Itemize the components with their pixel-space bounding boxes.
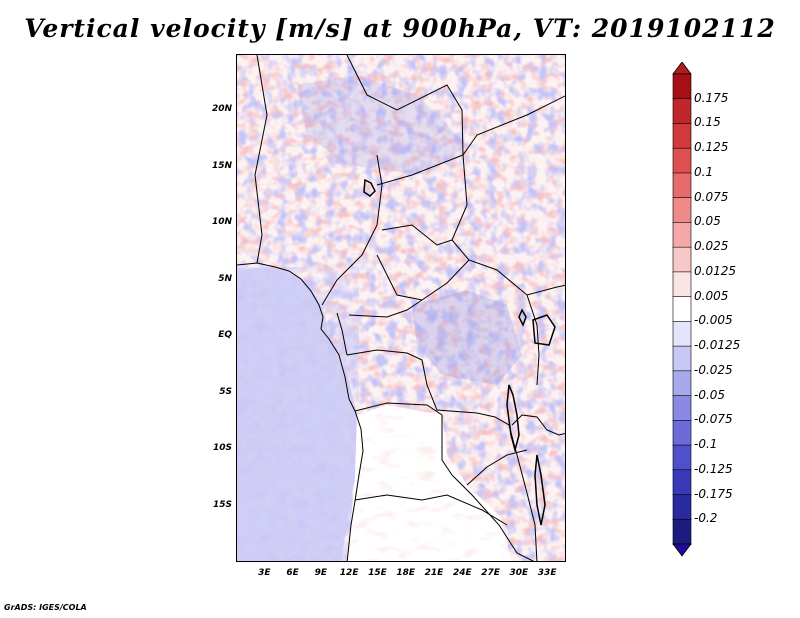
lat-tick-label: 15S xyxy=(212,499,232,510)
colorbar-tick-label: -0.125 xyxy=(694,461,733,476)
colorbar-segment xyxy=(672,222,692,248)
colorbar-segment xyxy=(672,147,692,174)
grads-credit: GrADS: IGES/COLA xyxy=(4,603,87,612)
colorbar-tick-label: -0.075 xyxy=(694,412,733,427)
colorbar-segment xyxy=(672,469,692,496)
colorbar-tick-label: -0.175 xyxy=(694,486,733,501)
colorbar-segment xyxy=(672,370,692,397)
atlantic-ocean-texture xyxy=(237,267,359,561)
colorbar-segment xyxy=(672,197,692,224)
lake-outlines xyxy=(363,178,556,526)
southern-africa-texture xyxy=(347,405,512,561)
lon-tick-label: 12E xyxy=(339,568,359,578)
colorbar-segment xyxy=(672,518,692,545)
colorbar-segment xyxy=(672,321,692,347)
colorbar-segment xyxy=(672,444,692,471)
vertical-velocity-field xyxy=(237,55,565,561)
lake-victoria xyxy=(532,314,556,346)
colorbar-segment xyxy=(672,395,692,422)
colorbar-segment xyxy=(672,271,692,298)
lat-tick-label: 15N xyxy=(211,160,232,171)
colorbar-segment xyxy=(672,73,692,100)
lon-tick-label: 24E xyxy=(452,568,472,578)
lon-tick-label: 9E xyxy=(314,568,328,578)
lake-chad xyxy=(363,178,376,197)
colorbar-segment xyxy=(672,420,692,446)
colorbar-tick-label: 0.175 xyxy=(694,90,729,105)
lat-tick-label: 5S xyxy=(219,386,232,397)
lon-tick-label: 3E xyxy=(258,568,271,578)
colorbar-segment xyxy=(672,98,692,125)
colorbar-tick-label: -0.025 xyxy=(694,362,733,377)
chart-title: Vertical velocity [m/s] at 900hPa, VT: 2… xyxy=(24,14,776,43)
lon-tick-label: 27E xyxy=(481,568,500,578)
colorbar-segment xyxy=(672,123,692,150)
colorbar-segment xyxy=(672,345,692,372)
colorbar-tick-label: -0.0125 xyxy=(694,338,741,353)
colorbar-tick-label: -0.05 xyxy=(694,387,726,402)
colorbar-segment xyxy=(672,494,692,521)
colorbar-tick-label: 0.125 xyxy=(694,140,729,155)
lon-tick-label: 21E xyxy=(424,568,444,578)
colorbar-top-arrow xyxy=(672,62,692,75)
colorbar-tick-label: -0.005 xyxy=(694,313,733,328)
coastlines-and-borders xyxy=(237,55,565,561)
lon-tick-label: 6E xyxy=(286,568,299,578)
lat-tick-label: 5N xyxy=(218,273,232,284)
colorbar-tick-label: 0.0125 xyxy=(694,263,736,278)
colorbar-tick-label: -0.2 xyxy=(694,511,718,526)
lat-tick-label: 10N xyxy=(211,217,232,228)
colorbar xyxy=(672,62,692,557)
colorbar-tick-label: 0.005 xyxy=(694,288,729,303)
lon-tick-label: 30E xyxy=(509,568,529,578)
map-panel[interactable] xyxy=(236,54,566,562)
colorbar-tick-label: 0.15 xyxy=(694,115,721,130)
colorbar-tick-label: 0.075 xyxy=(694,189,729,204)
lon-tick-label: 33E xyxy=(537,568,557,578)
lat-tick-label: EQ xyxy=(218,330,232,341)
colorbar-segment xyxy=(672,246,692,273)
colorbar-tick-label: -0.1 xyxy=(694,437,718,452)
lake-albert xyxy=(518,308,527,327)
colorbar-bottom-arrow xyxy=(672,543,692,557)
lon-tick-label: 18E xyxy=(396,568,416,578)
lake-malawi xyxy=(534,454,546,526)
lat-tick-label: 20N xyxy=(211,104,232,115)
lake-tanganyika xyxy=(506,384,520,453)
colorbar-tick-label: 0.1 xyxy=(694,164,714,179)
colorbar-tick-label: 0.05 xyxy=(694,214,721,229)
colorbar-segment xyxy=(672,172,692,199)
lat-tick-label: 10S xyxy=(212,443,232,454)
congo-basin-descent xyxy=(412,290,522,385)
lon-tick-label: 15E xyxy=(368,568,387,578)
sahara-descent xyxy=(297,75,467,175)
colorbar-segment xyxy=(672,296,692,323)
colorbar-tick-label: 0.025 xyxy=(694,239,729,254)
